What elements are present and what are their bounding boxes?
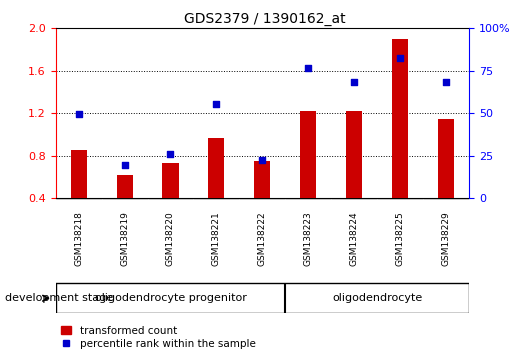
Point <box>396 55 404 61</box>
Text: GSM138229: GSM138229 <box>441 212 450 267</box>
Point <box>166 151 175 156</box>
Text: GSM138218: GSM138218 <box>74 212 83 267</box>
Point <box>212 101 220 107</box>
Text: oligodendrocyte progenitor: oligodendrocyte progenitor <box>94 293 246 303</box>
Text: oligodendrocyte: oligodendrocyte <box>332 293 422 303</box>
Point <box>74 112 83 117</box>
Bar <box>438 119 454 198</box>
Text: GSM138225: GSM138225 <box>396 212 404 267</box>
Bar <box>392 39 408 198</box>
Text: GSM138223: GSM138223 <box>304 212 313 267</box>
Point <box>304 65 313 70</box>
Bar <box>117 175 132 198</box>
Legend: transformed count, percentile rank within the sample: transformed count, percentile rank withi… <box>61 326 255 349</box>
Bar <box>208 138 225 198</box>
Point <box>258 157 267 163</box>
Bar <box>162 163 179 198</box>
Point <box>120 162 129 168</box>
Text: GSM138222: GSM138222 <box>258 212 267 266</box>
Point <box>442 80 450 85</box>
Text: GSM138219: GSM138219 <box>120 212 129 267</box>
Bar <box>254 161 270 198</box>
Text: GSM138224: GSM138224 <box>350 212 359 266</box>
Bar <box>70 150 87 198</box>
Point <box>350 80 358 85</box>
Bar <box>300 111 316 198</box>
Text: GSM138220: GSM138220 <box>166 212 175 267</box>
Bar <box>346 111 363 198</box>
Text: development stage: development stage <box>5 293 113 303</box>
Text: GDS2379 / 1390162_at: GDS2379 / 1390162_at <box>184 12 346 27</box>
Text: GSM138221: GSM138221 <box>212 212 221 267</box>
